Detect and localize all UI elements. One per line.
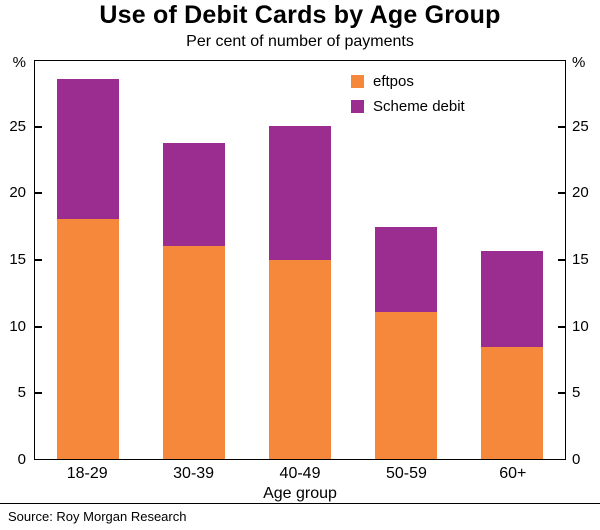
- x-axis-labels: 18-29 30-39 40-49 50-59 60+: [34, 465, 566, 483]
- chart-subtitle: Per cent of number of payments: [186, 33, 414, 50]
- tick-mark-right-15: [558, 259, 565, 261]
- y-tick-left-25: 25: [9, 117, 26, 135]
- tick-mark-right-25: [558, 125, 565, 128]
- x-axis-title: Age group: [263, 485, 337, 502]
- y-tick-left-20: 20: [9, 184, 26, 202]
- chart-title: Use of Debit Cards by Age Group: [99, 1, 501, 29]
- segment-scheme-debit-18-29: [57, 79, 119, 219]
- legend-item-eftpos: eftpos: [351, 73, 465, 90]
- y-tick-left-5: 5: [17, 384, 26, 402]
- legend-item-scheme-debit: Scheme debit: [351, 98, 465, 115]
- x-label-50-59: 50-59: [385, 465, 427, 482]
- x-label-18-29: 18-29: [66, 465, 108, 482]
- legend-swatch-eftpos: [351, 75, 364, 88]
- bar-slot-30-39: [141, 61, 247, 459]
- bar-50-59: [375, 227, 437, 459]
- bar-40-49: [269, 125, 331, 459]
- segment-scheme-debit-60+: [481, 251, 543, 347]
- bar-60+: [481, 251, 543, 459]
- legend: eftpos Scheme debit: [351, 73, 465, 115]
- segment-scheme-debit-50-59: [375, 227, 437, 313]
- bars: [35, 61, 565, 459]
- x-label-60+: 60+: [499, 465, 527, 482]
- segment-scheme-debit-40-49: [269, 125, 331, 261]
- segment-eftpos-60+: [481, 347, 543, 459]
- segment-eftpos-40-49: [269, 260, 331, 459]
- plot-area: eftpos Scheme debit: [34, 60, 566, 460]
- segment-eftpos-50-59: [375, 312, 437, 459]
- y-tick-right-15: 15: [572, 251, 589, 268]
- y-axis-unit-left: %: [12, 54, 26, 71]
- bar-slot-50-59: [353, 61, 459, 459]
- y-axis-unit-right: %: [572, 54, 586, 71]
- y-tick-right-5: 5: [572, 384, 581, 402]
- tick-mark-right-5: [558, 392, 565, 395]
- footer-divider: [0, 503, 600, 504]
- source-note: Source: Roy Morgan Research: [8, 509, 187, 524]
- tick-mark-right-10: [558, 325, 565, 328]
- y-tick-left-0: 0: [17, 451, 26, 468]
- bar-30-39: [163, 143, 225, 459]
- bar-slot-60+: [459, 61, 565, 459]
- legend-label-scheme-debit: Scheme debit: [373, 98, 465, 115]
- y-tick-right-20: 20: [572, 184, 589, 202]
- legend-swatch-scheme-debit: [351, 100, 364, 113]
- bar-18-29: [57, 79, 119, 459]
- x-label-40-49: 40-49: [279, 465, 321, 482]
- y-tick-left-10: 10: [9, 317, 26, 335]
- tick-mark-right-20: [558, 192, 565, 195]
- tick-mark-left-5: [35, 392, 42, 395]
- bar-slot-40-49: [247, 61, 353, 459]
- y-tick-left-15: 15: [9, 251, 26, 268]
- y-tick-right-0: 0: [572, 451, 581, 468]
- segment-eftpos-30-39: [163, 245, 225, 459]
- tick-mark-left-25: [35, 125, 42, 128]
- y-tick-right-25: 25: [572, 117, 589, 135]
- legend-label-eftpos: eftpos: [373, 73, 414, 90]
- tick-mark-left-15: [35, 259, 42, 261]
- tick-mark-left-10: [35, 325, 42, 328]
- x-label-30-39: 30-39: [173, 465, 215, 482]
- y-tick-right-10: 10: [572, 317, 589, 335]
- bar-slot-18-29: [35, 61, 141, 459]
- tick-mark-left-20: [35, 192, 42, 195]
- segment-scheme-debit-30-39: [163, 143, 225, 246]
- segment-eftpos-18-29: [57, 219, 119, 459]
